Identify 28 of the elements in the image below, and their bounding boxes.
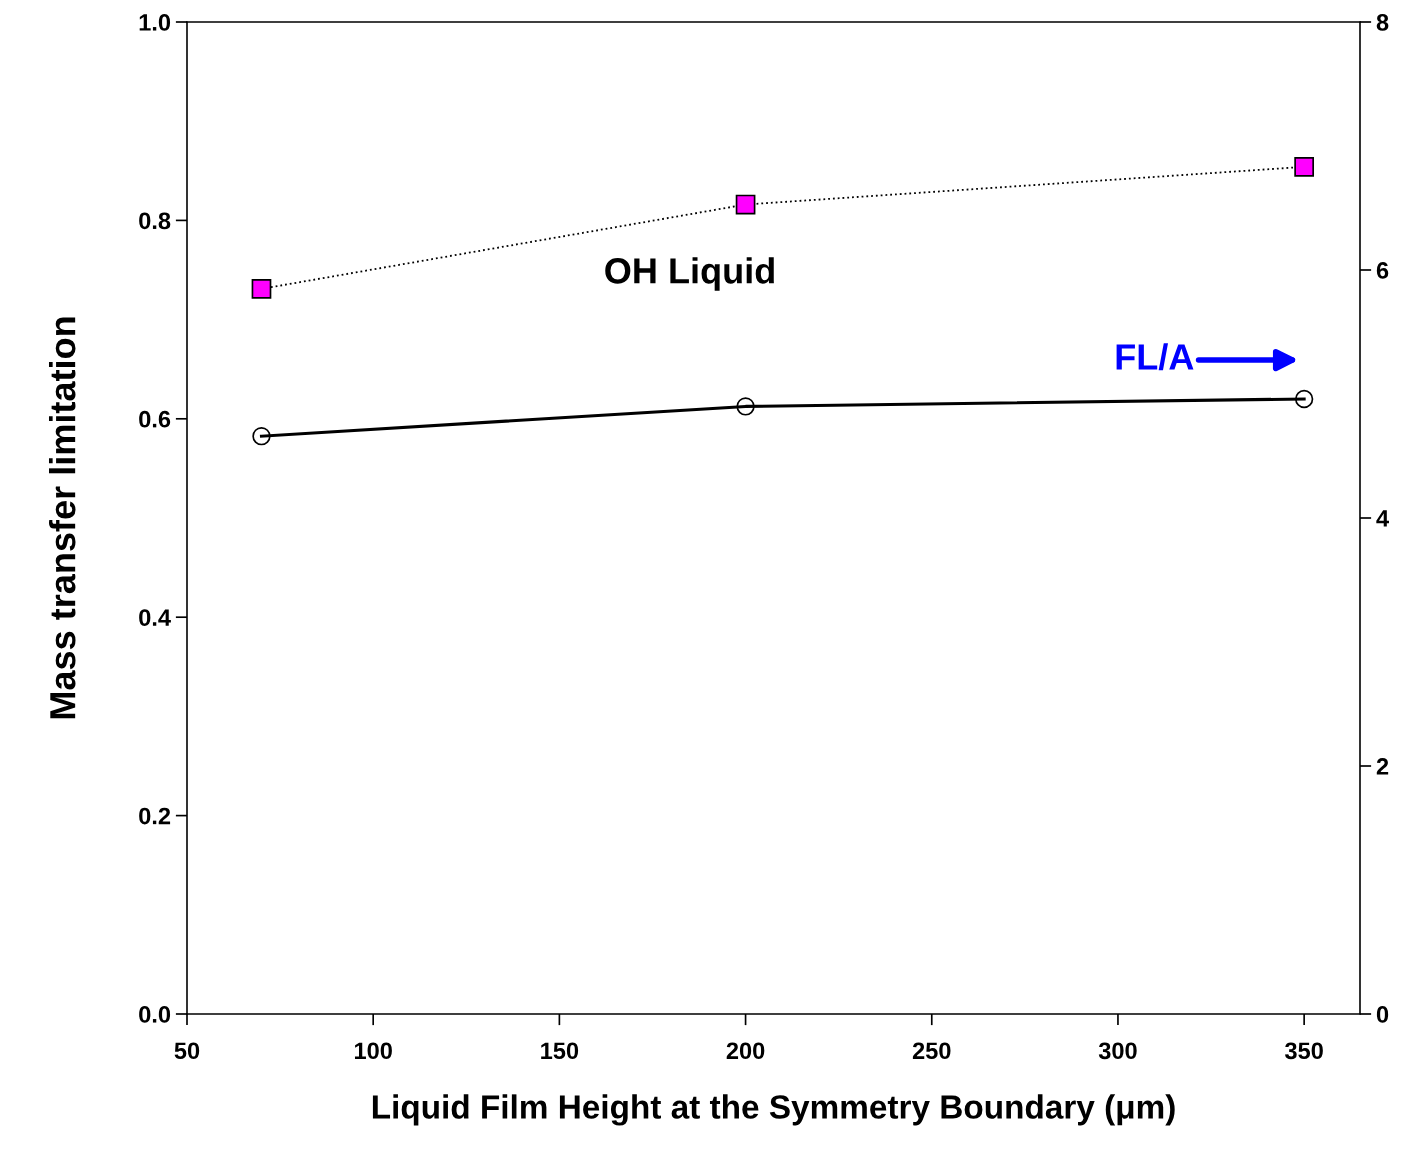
x-tick-label: 250 [912, 1042, 951, 1060]
point [251, 278, 272, 299]
x-axis-title: Liquid Film Height at the Symmetry Boundary (μm) [372, 1094, 1175, 1126]
series-label: OH Liquid [605, 257, 774, 291]
y-tick-label: 0.8 [139, 212, 171, 230]
point [252, 426, 271, 446]
point [736, 397, 755, 416]
y-tick-label: 0.6 [139, 410, 171, 428]
x-tick-label: 200 [726, 1042, 765, 1060]
y2-tick-label: 8 [1376, 14, 1389, 31]
x-tick-label: 50 [174, 1042, 200, 1060]
y-tick-label: 1.0 [139, 14, 171, 31]
y-tick-label: 0.2 [139, 807, 171, 825]
y2-tick-label: 6 [1376, 262, 1389, 279]
x-tick-label: 150 [541, 1042, 579, 1060]
point [735, 194, 756, 215]
y-tick-label: 0.0 [139, 1006, 171, 1023]
y2-tick-label: 2 [1376, 758, 1389, 775]
x-tick-label: 300 [1098, 1042, 1137, 1060]
y-tick-label: 0.4 [139, 609, 171, 626]
y2-tick-label: 4 [1376, 510, 1389, 527]
point [1294, 389, 1314, 409]
x-tick-label: 350 [1284, 1042, 1323, 1060]
x-tick-label: 100 [354, 1042, 392, 1060]
series-label: FL/A [1116, 343, 1194, 371]
y2-tick-label: 0 [1376, 1006, 1389, 1023]
y-axis-title: Mass transfer limitation [48, 317, 76, 719]
point [1294, 156, 1315, 177]
